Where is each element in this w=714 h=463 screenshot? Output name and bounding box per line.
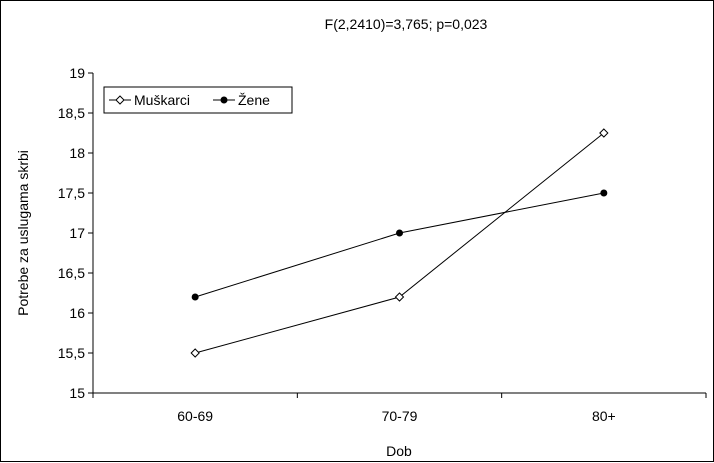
tick-labels: 15 15,5 16 16,5 17 17,5 18 18,5 19 60-69 70-79 80+ <box>58 65 616 424</box>
y-tick-label: 18,5 <box>58 105 85 121</box>
legend-label-muskarci: Muškarci <box>134 92 190 108</box>
data-point-series0-1 <box>394 292 405 302</box>
y-tick-label: 16,5 <box>58 265 85 281</box>
y-tick-label: 18 <box>69 145 85 161</box>
x-axis-label: Dob <box>386 443 412 459</box>
x-tick-label: 70-79 <box>382 408 418 424</box>
data-point-series1-0 <box>191 293 199 301</box>
y-tick-label: 19 <box>69 65 85 81</box>
x-tick-label: 80+ <box>592 408 616 424</box>
y-tick-label: 17,5 <box>58 185 85 201</box>
y-axis-label: Potrebe za uslugama skrbi <box>15 150 31 316</box>
y-tick-label: 15,5 <box>58 345 85 361</box>
data-point-series0-2 <box>599 128 609 138</box>
legend-marker-zene <box>220 96 228 104</box>
legend-box <box>103 86 293 114</box>
series-markers <box>190 128 609 358</box>
x-tick-label: 60-69 <box>177 408 213 424</box>
axes <box>88 72 707 398</box>
legend: Muškarci Žene <box>103 86 293 114</box>
legend-label-zene: Žene <box>238 92 270 108</box>
series-line-1 <box>195 192 604 298</box>
data-point-series1-2 <box>600 189 608 197</box>
y-tick-label: 16 <box>69 305 85 321</box>
y-tick-label: 17 <box>69 225 85 241</box>
y-tick-label: 15 <box>69 385 85 401</box>
legend-marker-muskarci <box>115 95 125 105</box>
series-lines <box>195 132 605 354</box>
series-line-0 <box>195 132 605 354</box>
data-point-series1-1 <box>396 229 403 237</box>
chart-title: F(2,2410)=3,765; p=0,023 <box>325 16 488 32</box>
data-point-series0-0 <box>190 348 200 358</box>
